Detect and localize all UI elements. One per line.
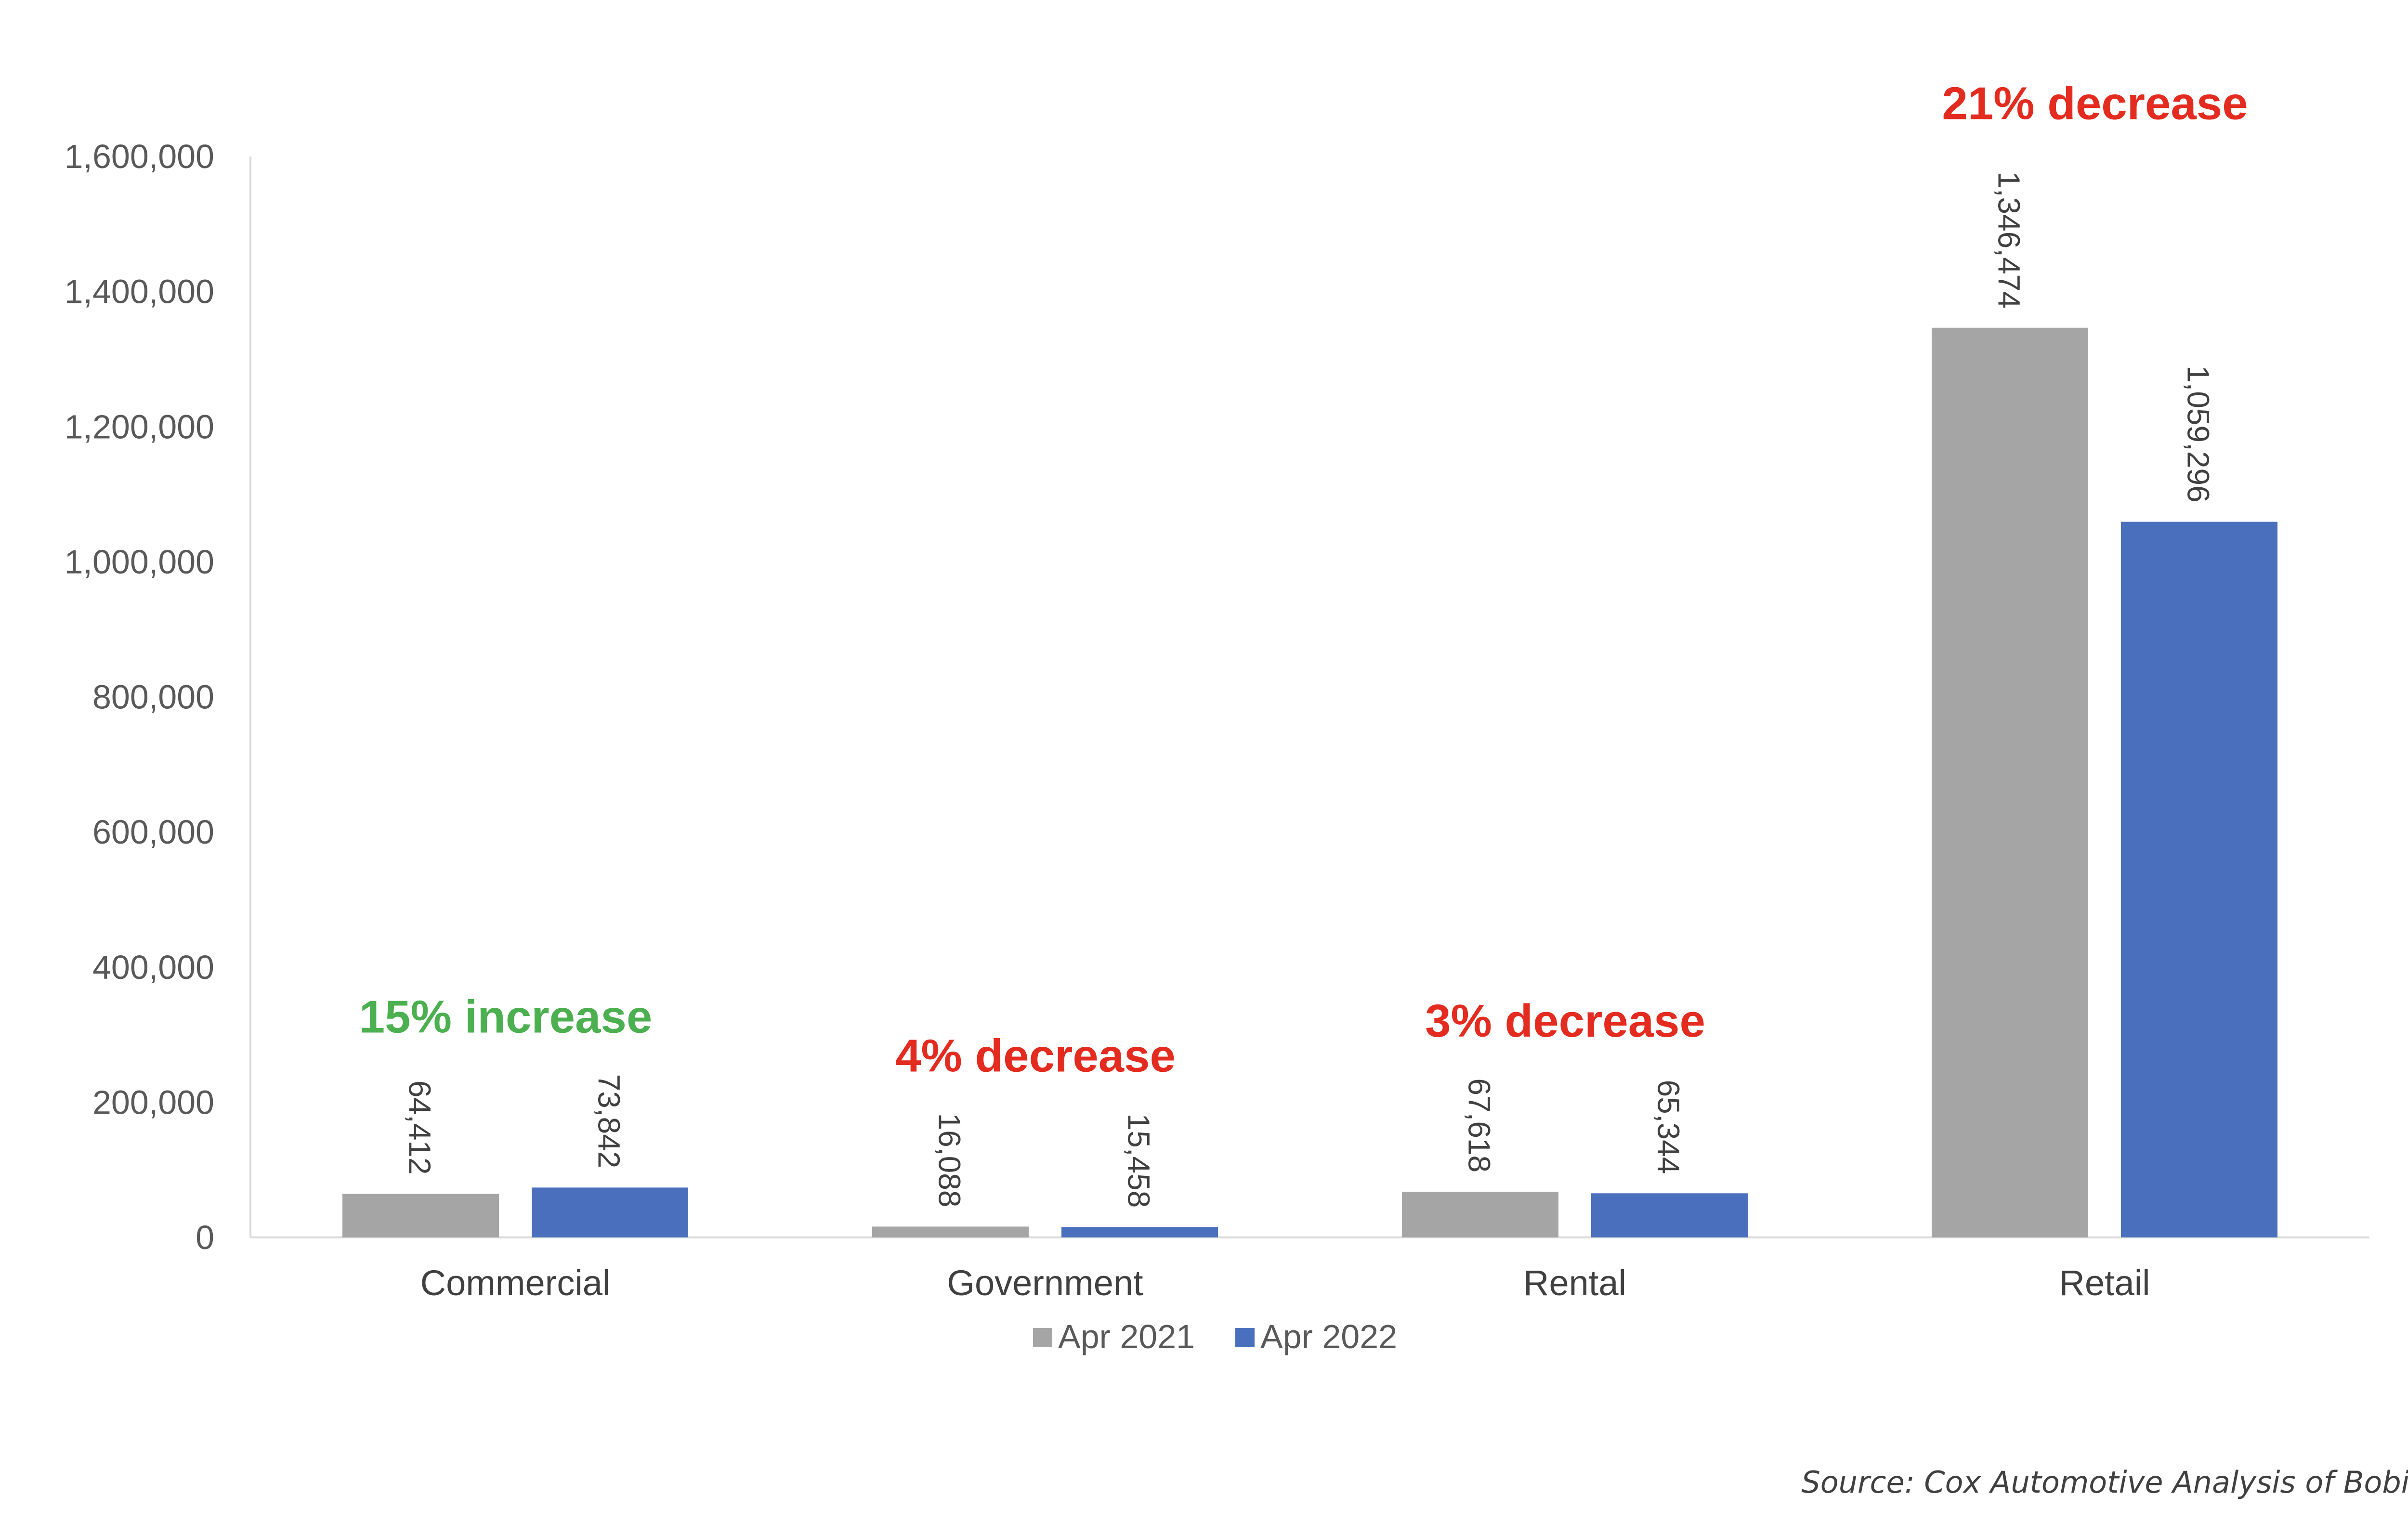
legend-swatch bbox=[1033, 1328, 1052, 1347]
data-label: 67,618 bbox=[1462, 1078, 1497, 1172]
y-axis: 0 200,000 400,000 600,000 800,000 1,000,000 1,… bbox=[65, 138, 251, 1256]
x-tick-label-government: Government bbox=[947, 1263, 1143, 1303]
bar-retail-apr-2022 bbox=[2121, 521, 2277, 1237]
bar-commercial-apr-2021 bbox=[342, 1194, 499, 1237]
y-tick-label: 200,000 bbox=[92, 1083, 214, 1121]
data-label: 65,344 bbox=[1651, 1080, 1686, 1174]
bar-commercial-apr-2022 bbox=[532, 1187, 688, 1237]
annotations: 15% increase 4% decrease 3% decrease 21% de… bbox=[359, 78, 2248, 1082]
y-tick-label: 1,000,000 bbox=[65, 543, 214, 581]
data-label: 1,059,296 bbox=[2181, 365, 2216, 503]
y-tick-label: 1,200,000 bbox=[65, 408, 214, 445]
legend: Apr 2021 Apr 2022 bbox=[1033, 1318, 1397, 1355]
annotation-commercial: 15% increase bbox=[359, 991, 652, 1042]
y-tick-label: 1,400,000 bbox=[65, 273, 214, 311]
x-axis: Commercial Government Rental Retail bbox=[250, 1236, 2369, 1303]
data-label: 16,088 bbox=[932, 1113, 967, 1208]
legend-swatch bbox=[1235, 1328, 1255, 1347]
bar-government-apr-2021 bbox=[872, 1226, 1029, 1237]
y-tick-label: 0 bbox=[196, 1219, 214, 1256]
x-tick-label-rental: Rental bbox=[1523, 1263, 1626, 1303]
annotation-government: 4% decrease bbox=[895, 1030, 1176, 1081]
source-note: Source: Cox Automotive Analysis of Bobit… bbox=[1801, 1465, 2408, 1500]
bars bbox=[342, 327, 2277, 1237]
annotation-retail: 21% decrease bbox=[1942, 78, 2248, 130]
bar-government-apr-2022 bbox=[1061, 1227, 1218, 1237]
x-tick-label-commercial: Commercial bbox=[420, 1263, 611, 1303]
bar-retail-apr-2021 bbox=[1932, 327, 2088, 1237]
y-tick-label: 400,000 bbox=[92, 949, 214, 986]
data-label: 15,458 bbox=[1122, 1114, 1156, 1208]
legend-label: Apr 2022 bbox=[1260, 1318, 1397, 1355]
data-label: 1,346,474 bbox=[1992, 171, 2027, 309]
data-label: 73,842 bbox=[592, 1074, 627, 1169]
legend-label: Apr 2021 bbox=[1058, 1318, 1195, 1355]
annotation-rental: 3% decrease bbox=[1425, 995, 1705, 1047]
bar-rental-apr-2021 bbox=[1402, 1192, 1558, 1237]
value-labels: 64,412 73,842 16,088 15,458 67,618 65,344 1,34… bbox=[403, 171, 2216, 1208]
y-tick-label: 600,000 bbox=[92, 813, 214, 851]
bar-rental-apr-2022 bbox=[1591, 1193, 1748, 1237]
x-tick-label-retail: Retail bbox=[2059, 1263, 2150, 1303]
y-tick-label: 800,000 bbox=[92, 678, 214, 716]
y-tick-label: 1,600,000 bbox=[65, 138, 214, 175]
data-label: 64,412 bbox=[403, 1080, 437, 1175]
